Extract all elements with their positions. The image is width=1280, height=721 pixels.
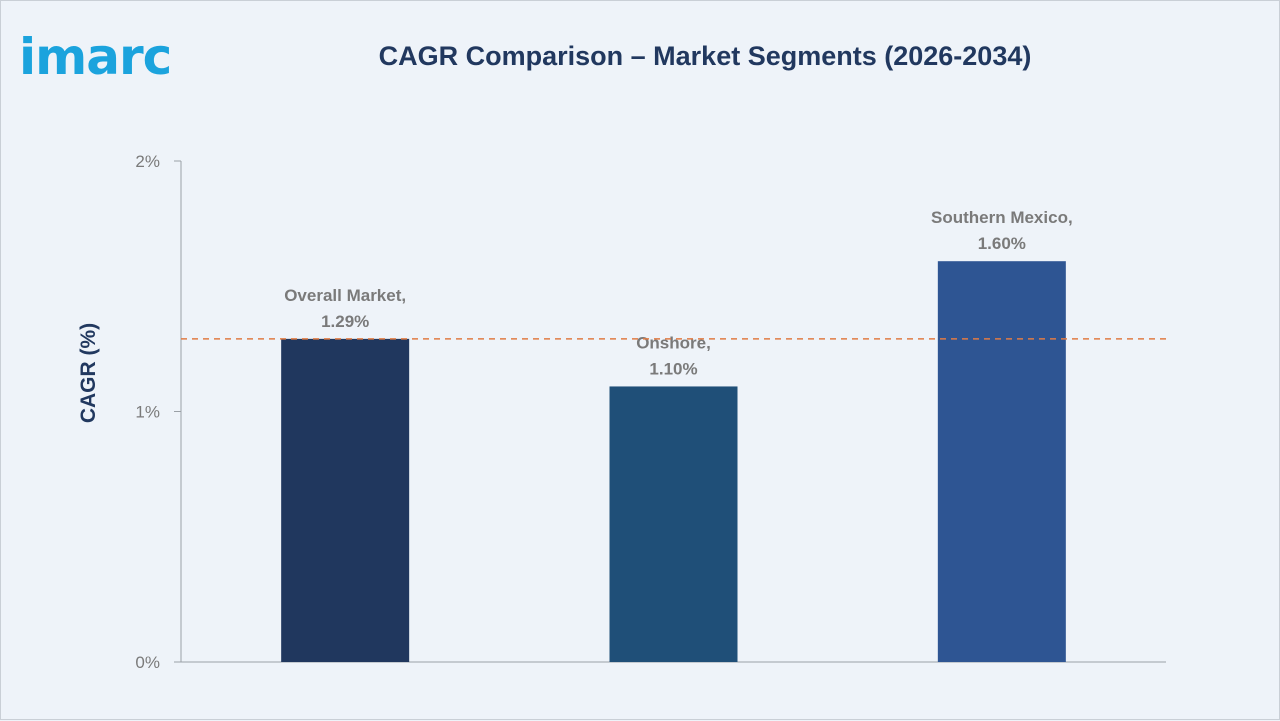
y-tick-label: 0%	[135, 653, 160, 672]
bar	[937, 261, 1066, 662]
chart-title: CAGR Comparison – Market Segments (2026-…	[378, 41, 1032, 71]
data-label: 1.29%	[321, 312, 369, 331]
y-tick-label: 2%	[135, 152, 160, 171]
data-label: Onshore,	[636, 333, 711, 352]
imarc-logo: imarc	[19, 28, 172, 86]
bar	[609, 386, 738, 662]
y-tick-label: 1%	[135, 403, 160, 422]
data-label: 1.60%	[978, 234, 1026, 253]
data-label: 1.10%	[649, 359, 697, 378]
bar	[281, 338, 410, 662]
data-label: Southern Mexico,	[931, 208, 1073, 227]
data-label: Overall Market,	[284, 286, 406, 305]
